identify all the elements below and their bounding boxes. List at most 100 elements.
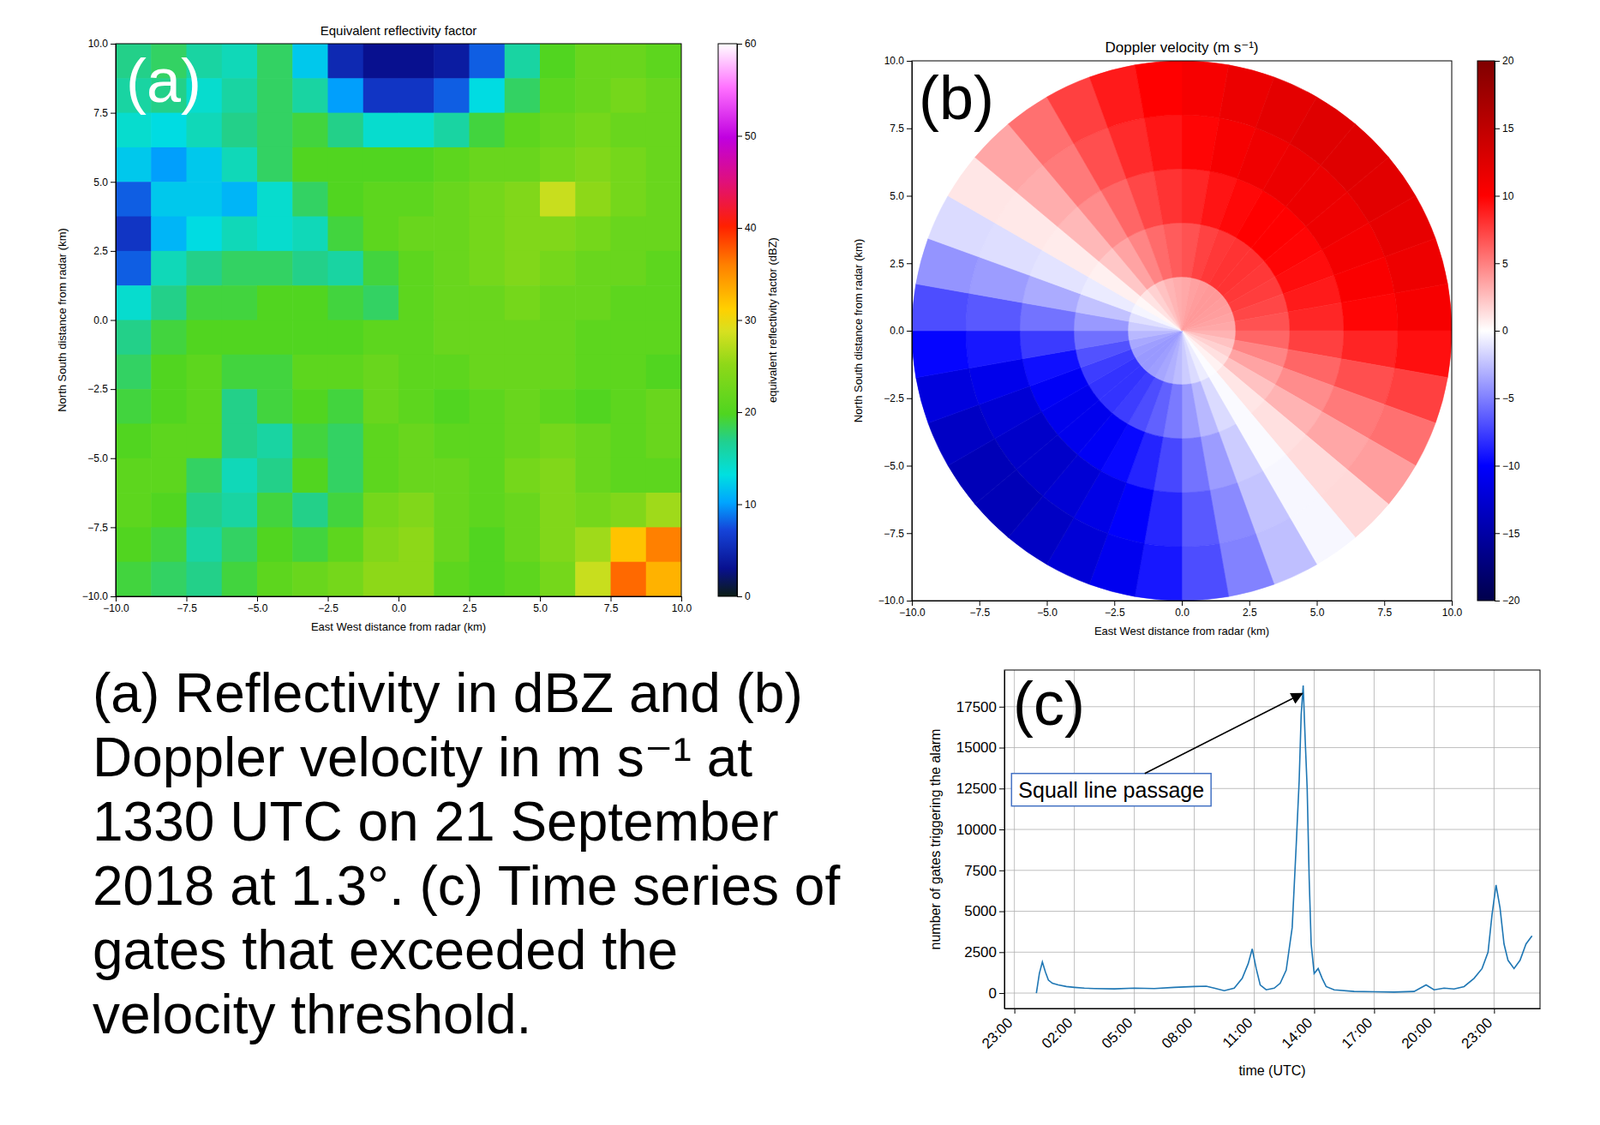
cell [150, 181, 187, 217]
cell [398, 147, 435, 183]
cell [221, 492, 258, 528]
tick-mark [1494, 196, 1500, 198]
cell [115, 527, 152, 563]
cell [292, 285, 329, 321]
cell [575, 216, 612, 252]
cell [292, 251, 329, 287]
tick: −2.5 [87, 383, 116, 396]
cell [1089, 65, 1145, 128]
cell [575, 423, 612, 459]
tick: 2.5 [889, 257, 912, 270]
cell [1128, 330, 1182, 350]
cell [646, 285, 682, 321]
tick-mark [1494, 600, 1500, 602]
tick: −5.0 [1036, 600, 1058, 619]
tick-label: −7.5 [87, 521, 108, 534]
cell [115, 216, 152, 252]
grid-line [1004, 993, 1541, 995]
tick-label: −2.5 [883, 392, 905, 405]
cell [115, 181, 152, 217]
cell [115, 251, 152, 287]
tick: 20 [737, 406, 757, 419]
tick: 17500 [956, 699, 1005, 716]
tick: 02:00 [1038, 1008, 1077, 1053]
cell [469, 320, 506, 356]
tick: −2.5 [883, 392, 912, 405]
cell [504, 492, 541, 528]
axis: −10.0−7.5−5.0−2.50.02.55.07.510.0 [898, 600, 1463, 619]
cell [115, 147, 152, 183]
tick: −20 [1494, 594, 1521, 607]
x-axis-title: time (UTC) [1238, 1063, 1306, 1079]
axis: −10.0−7.5−5.0−2.50.02.55.07.510.0 [102, 596, 692, 615]
tick-label: 23:00 [978, 1014, 1017, 1053]
tick-label: 02:00 [1038, 1014, 1077, 1053]
cell [363, 492, 400, 528]
axis: 0102030405060 [737, 37, 757, 603]
cell [257, 251, 294, 287]
cell [186, 320, 223, 356]
cell [469, 43, 506, 79]
cell [257, 181, 294, 217]
series-line [1036, 685, 1532, 994]
cell [433, 285, 470, 321]
axis: −20−15−10−505101520 [1494, 54, 1521, 607]
tick-label: 0.0 [889, 324, 905, 337]
cell [363, 113, 400, 149]
cell [433, 251, 470, 287]
tick-label: 0.0 [93, 314, 108, 327]
tick: 08:00 [1158, 1008, 1197, 1053]
cell [1073, 330, 1129, 350]
tick-label: 10.0 [88, 37, 109, 50]
cell [646, 423, 682, 459]
tick-label: 7.5 [604, 602, 619, 615]
cell [186, 216, 223, 252]
tick: 50 [737, 130, 757, 143]
grid-line [1004, 829, 1541, 831]
cell [433, 389, 470, 425]
tick-label: 20 [744, 406, 757, 419]
panel: −10.0−7.5−5.0−2.50.02.55.07.510.0−10.0−7… [851, 39, 1521, 638]
cell [150, 562, 187, 597]
cell [257, 354, 294, 390]
cell [504, 458, 541, 494]
cell [186, 251, 223, 287]
cell [257, 320, 294, 356]
tick: 10.0 [671, 596, 693, 615]
cell [186, 492, 223, 528]
tick-label: 5.0 [533, 602, 548, 615]
tick-label: 7.5 [889, 122, 905, 135]
grid-line [1493, 670, 1495, 1009]
tick-mark [328, 596, 330, 602]
tick: 2.5 [1242, 600, 1258, 619]
cell [221, 285, 258, 321]
tick-mark [1254, 1008, 1256, 1014]
cell [221, 216, 258, 252]
cell [257, 389, 294, 425]
cell [965, 330, 1023, 369]
cell [186, 423, 223, 459]
cell [398, 181, 435, 217]
cell [363, 320, 400, 356]
tick-mark [469, 596, 471, 602]
x-axis-title: East West distance from radar (km) [311, 620, 486, 634]
cell [539, 251, 576, 287]
cell [1234, 311, 1290, 331]
tick-label: −20 [1502, 594, 1521, 607]
cell [363, 285, 400, 321]
x-axis-title: East West distance from radar (km) [1094, 624, 1270, 638]
tick: −5 [1494, 392, 1515, 405]
cell [292, 181, 329, 217]
caption: (a) Reflectivity in dBZ and (b) Doppler … [92, 661, 856, 1048]
tick-mark [115, 596, 117, 602]
cell [363, 181, 400, 217]
cell [398, 216, 435, 252]
cell [575, 527, 612, 563]
cell [575, 320, 612, 356]
cell [504, 354, 541, 390]
annotation-text: Squall line passage [1018, 778, 1205, 803]
cell [150, 389, 187, 425]
cell [398, 113, 435, 149]
cell [186, 181, 223, 217]
tick-mark [999, 952, 1005, 953]
